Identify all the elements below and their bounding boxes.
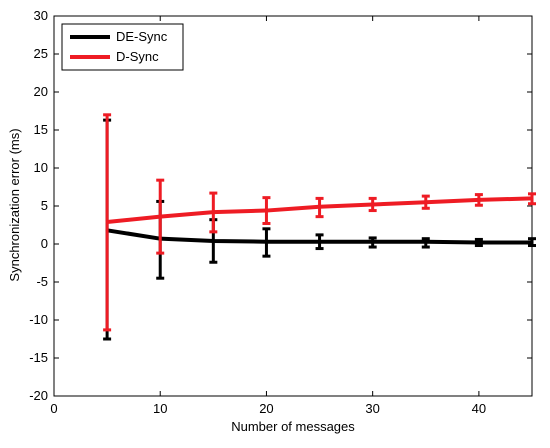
data-point-de-sync — [318, 240, 322, 244]
data-point-d-sync — [318, 205, 322, 209]
data-point-d-sync — [211, 210, 215, 214]
y-tick-label: 5 — [41, 198, 48, 213]
data-point-de-sync — [530, 240, 534, 244]
data-point-de-sync — [477, 240, 481, 244]
data-point-d-sync — [105, 220, 109, 224]
x-axis-label: Number of messages — [231, 419, 355, 434]
x-axis: 0 10 20 30 40 — [50, 16, 486, 416]
x-tick-label: 40 — [472, 401, 486, 416]
x-tick-label: 30 — [365, 401, 379, 416]
x-tick-label: 20 — [259, 401, 273, 416]
legend-box — [61, 23, 184, 71]
data-point-d-sync — [158, 215, 162, 219]
y-tick-label: 10 — [34, 160, 48, 175]
x-tick-label: 10 — [153, 401, 167, 416]
data-point-d-sync — [477, 198, 481, 202]
y-tick-label: -10 — [29, 312, 48, 327]
legend-label-d-sync: D-Sync — [116, 49, 159, 64]
y-tick-label: 15 — [34, 122, 48, 137]
data-point-d-sync — [371, 202, 375, 206]
data-point-d-sync — [530, 196, 534, 200]
y-tick-label: -15 — [29, 350, 48, 365]
y-tick-label: -5 — [36, 274, 48, 289]
data-point-de-sync — [424, 240, 428, 244]
y-tick-label: -20 — [29, 388, 48, 403]
plot-area — [53, 15, 533, 397]
y-tick-label: 20 — [34, 84, 48, 99]
data-point-d-sync — [424, 200, 428, 204]
y-tick-label: 0 — [41, 236, 48, 251]
y-axis: -20 -15 -10 -5 0 5 10 15 20 25 30 — [29, 8, 532, 403]
y-tick-label: 25 — [34, 46, 48, 61]
x-tick-label: 0 — [50, 401, 57, 416]
data-point-de-sync — [264, 240, 268, 244]
series-layer — [103, 113, 536, 341]
legend: DE-Sync D-Sync — [61, 23, 184, 71]
data-point-de-sync — [211, 239, 215, 243]
legend-label-de-sync: DE-Sync — [116, 29, 168, 44]
data-point-de-sync — [371, 240, 375, 244]
y-tick-label: 30 — [34, 8, 48, 23]
y-axis-label: Synchronization error (ms) — [7, 128, 22, 281]
data-point-d-sync — [264, 209, 268, 213]
